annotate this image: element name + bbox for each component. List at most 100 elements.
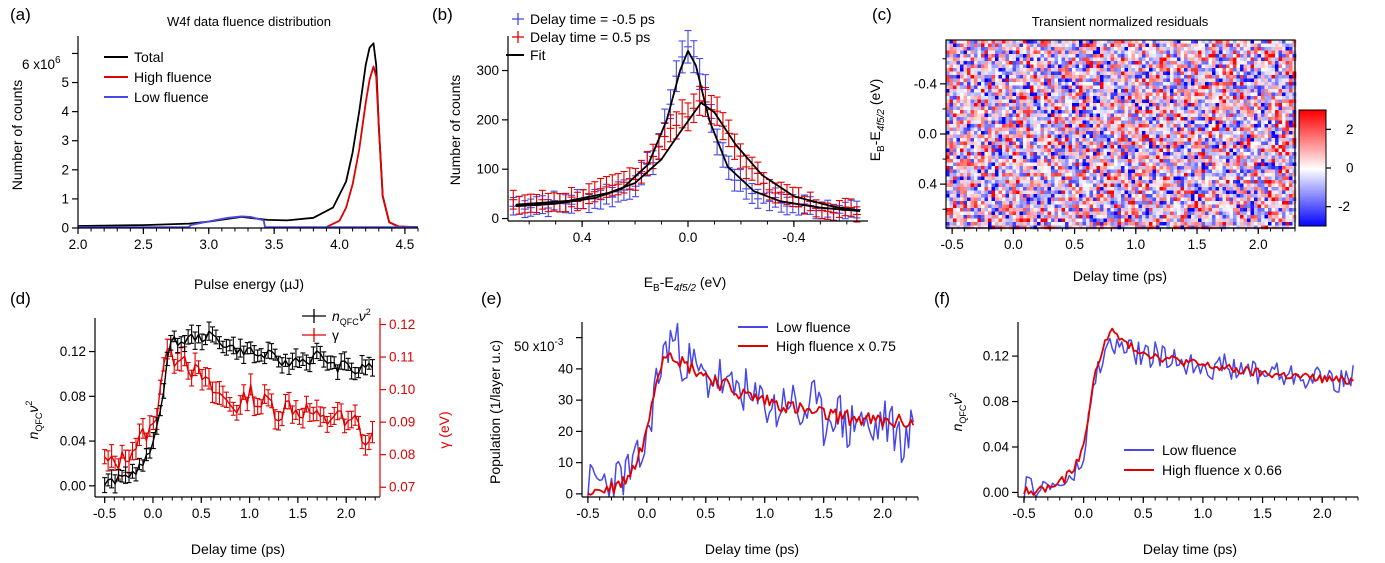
heatmap-cell (1138, 113, 1143, 118)
heatmap-cell (1058, 183, 1062, 188)
heatmap-cell (1117, 176, 1122, 181)
heatmap-cell (1261, 47, 1265, 51)
heatmap-cell (1240, 106, 1244, 111)
heatmap-cell (1278, 43, 1283, 48)
heatmap-cell (1023, 50, 1027, 55)
heatmap-cell (1068, 106, 1073, 111)
heatmap-cell (1019, 43, 1024, 48)
heatmap-cell (1082, 131, 1087, 135)
heatmap-cell (1159, 187, 1164, 191)
heatmap-cell (1005, 134, 1010, 139)
heatmap-cell (1250, 40, 1255, 44)
heatmap-cell (1208, 110, 1213, 114)
heatmap-cell (1149, 110, 1153, 114)
heatmap-cell (1082, 141, 1087, 146)
heatmap-cell (1026, 131, 1031, 135)
heatmap-cell (953, 82, 957, 86)
heatmap-cell (1254, 124, 1258, 128)
heatmap-cell (1079, 50, 1083, 55)
heatmap-cell (995, 173, 999, 177)
heatmap-cell (1180, 96, 1185, 100)
heatmap-cell (1198, 148, 1202, 153)
heatmap-cell (1019, 169, 1024, 174)
heatmap-cell (1117, 166, 1122, 170)
heatmap-cell (1030, 131, 1034, 135)
heatmap-cell (1040, 110, 1045, 114)
heatmap-cell (1156, 61, 1160, 65)
heatmap-cell (1128, 57, 1132, 62)
heatmap-cell (970, 148, 975, 153)
heatmap-cell (1236, 85, 1241, 90)
heatmap-cell (995, 145, 999, 149)
heatmap-cell (1166, 82, 1171, 86)
heatmap-cell (1187, 117, 1192, 121)
heatmap-cell (1082, 75, 1087, 79)
heatmap-cell (1173, 110, 1178, 114)
heatmap-cell (1152, 148, 1157, 153)
heatmap-cell (1142, 64, 1146, 69)
heatmap-cell (1086, 89, 1090, 93)
heatmap-cell (1145, 113, 1150, 118)
heatmap-cell (953, 152, 957, 156)
heatmap-cell (1037, 47, 1041, 51)
heatmap-cell (1040, 50, 1045, 55)
heatmap-cell (1201, 169, 1206, 174)
heatmap-cell (991, 180, 996, 184)
heatmap-cell (1009, 162, 1013, 167)
heatmap-cell (998, 180, 1003, 184)
heatmap-cell (1226, 120, 1230, 125)
heatmap-cell (1254, 110, 1258, 114)
heatmap-cell (1145, 82, 1150, 86)
heatmap-cell (1166, 120, 1171, 125)
heatmap-cell (1114, 148, 1118, 153)
heatmap-cell (974, 138, 978, 142)
heatmap-cell (1163, 180, 1167, 184)
heatmap-cell (1016, 124, 1020, 128)
heatmap-cell (1201, 134, 1206, 139)
heatmap-cell (1047, 173, 1052, 177)
heatmap-cell (1194, 138, 1199, 142)
heatmap-cell (998, 99, 1003, 104)
heatmap-cell (1107, 71, 1111, 76)
heatmap-cell (1044, 152, 1048, 156)
heatmap-cell (977, 148, 982, 153)
heatmap-cell (1149, 145, 1153, 149)
heatmap-cell (1219, 64, 1223, 69)
heatmap-cell (991, 127, 996, 132)
heatmap-cell (981, 148, 985, 153)
heatmap-cell (1044, 92, 1048, 97)
heatmap-cell (1093, 187, 1097, 191)
heatmap-cell (1121, 54, 1125, 58)
heatmap-cell (956, 187, 961, 191)
heatmap-cell (953, 99, 957, 104)
heatmap-cell (1254, 120, 1258, 125)
heatmap-cell (1040, 141, 1045, 146)
heatmap-cell (1089, 57, 1094, 62)
heatmap-cell (1159, 57, 1164, 62)
heatmap-cell (967, 106, 971, 111)
heatmap-cell (1068, 124, 1073, 128)
heatmap-cell (1208, 183, 1213, 188)
heatmap-cell (1047, 75, 1052, 79)
heatmap-cell (1005, 103, 1010, 107)
heatmap-cell (1222, 82, 1227, 86)
heatmap-cell (1058, 40, 1062, 44)
heatmap-cell (1226, 43, 1230, 48)
heatmap-cell (970, 106, 975, 111)
heatmap-cell (1068, 134, 1073, 139)
heatmap-cell (995, 131, 999, 135)
heatmap-cell (1037, 183, 1041, 188)
heatmap-cell (1124, 117, 1129, 121)
heatmap-cell (953, 159, 957, 163)
heatmap-cell (991, 173, 996, 177)
heatmap-cell (1128, 120, 1132, 125)
heatmap-cell (1275, 145, 1279, 149)
heatmap-cell (981, 82, 985, 86)
heatmap-cell (974, 75, 978, 79)
heatmap-cell (1233, 43, 1237, 48)
heatmap-cell (1051, 173, 1055, 177)
heatmap-cell (1149, 99, 1153, 104)
heatmap-cell (953, 120, 957, 125)
heatmap-cell (960, 92, 964, 97)
heatmap-cell (1086, 173, 1090, 177)
